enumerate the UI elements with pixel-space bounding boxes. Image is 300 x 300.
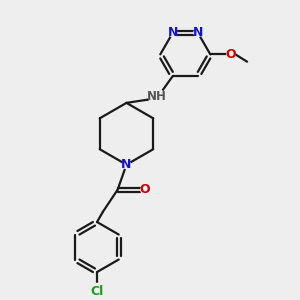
Text: N: N (193, 26, 203, 39)
Circle shape (123, 161, 130, 169)
Text: NH: NH (147, 90, 166, 103)
Text: O: O (226, 48, 236, 61)
Text: Cl: Cl (90, 285, 104, 298)
Circle shape (89, 284, 105, 299)
Circle shape (149, 89, 164, 104)
Circle shape (169, 29, 177, 37)
Circle shape (141, 186, 148, 194)
Circle shape (227, 50, 235, 58)
Text: N: N (168, 26, 178, 39)
Text: N: N (121, 158, 132, 171)
Circle shape (194, 29, 202, 37)
Text: O: O (140, 183, 150, 196)
